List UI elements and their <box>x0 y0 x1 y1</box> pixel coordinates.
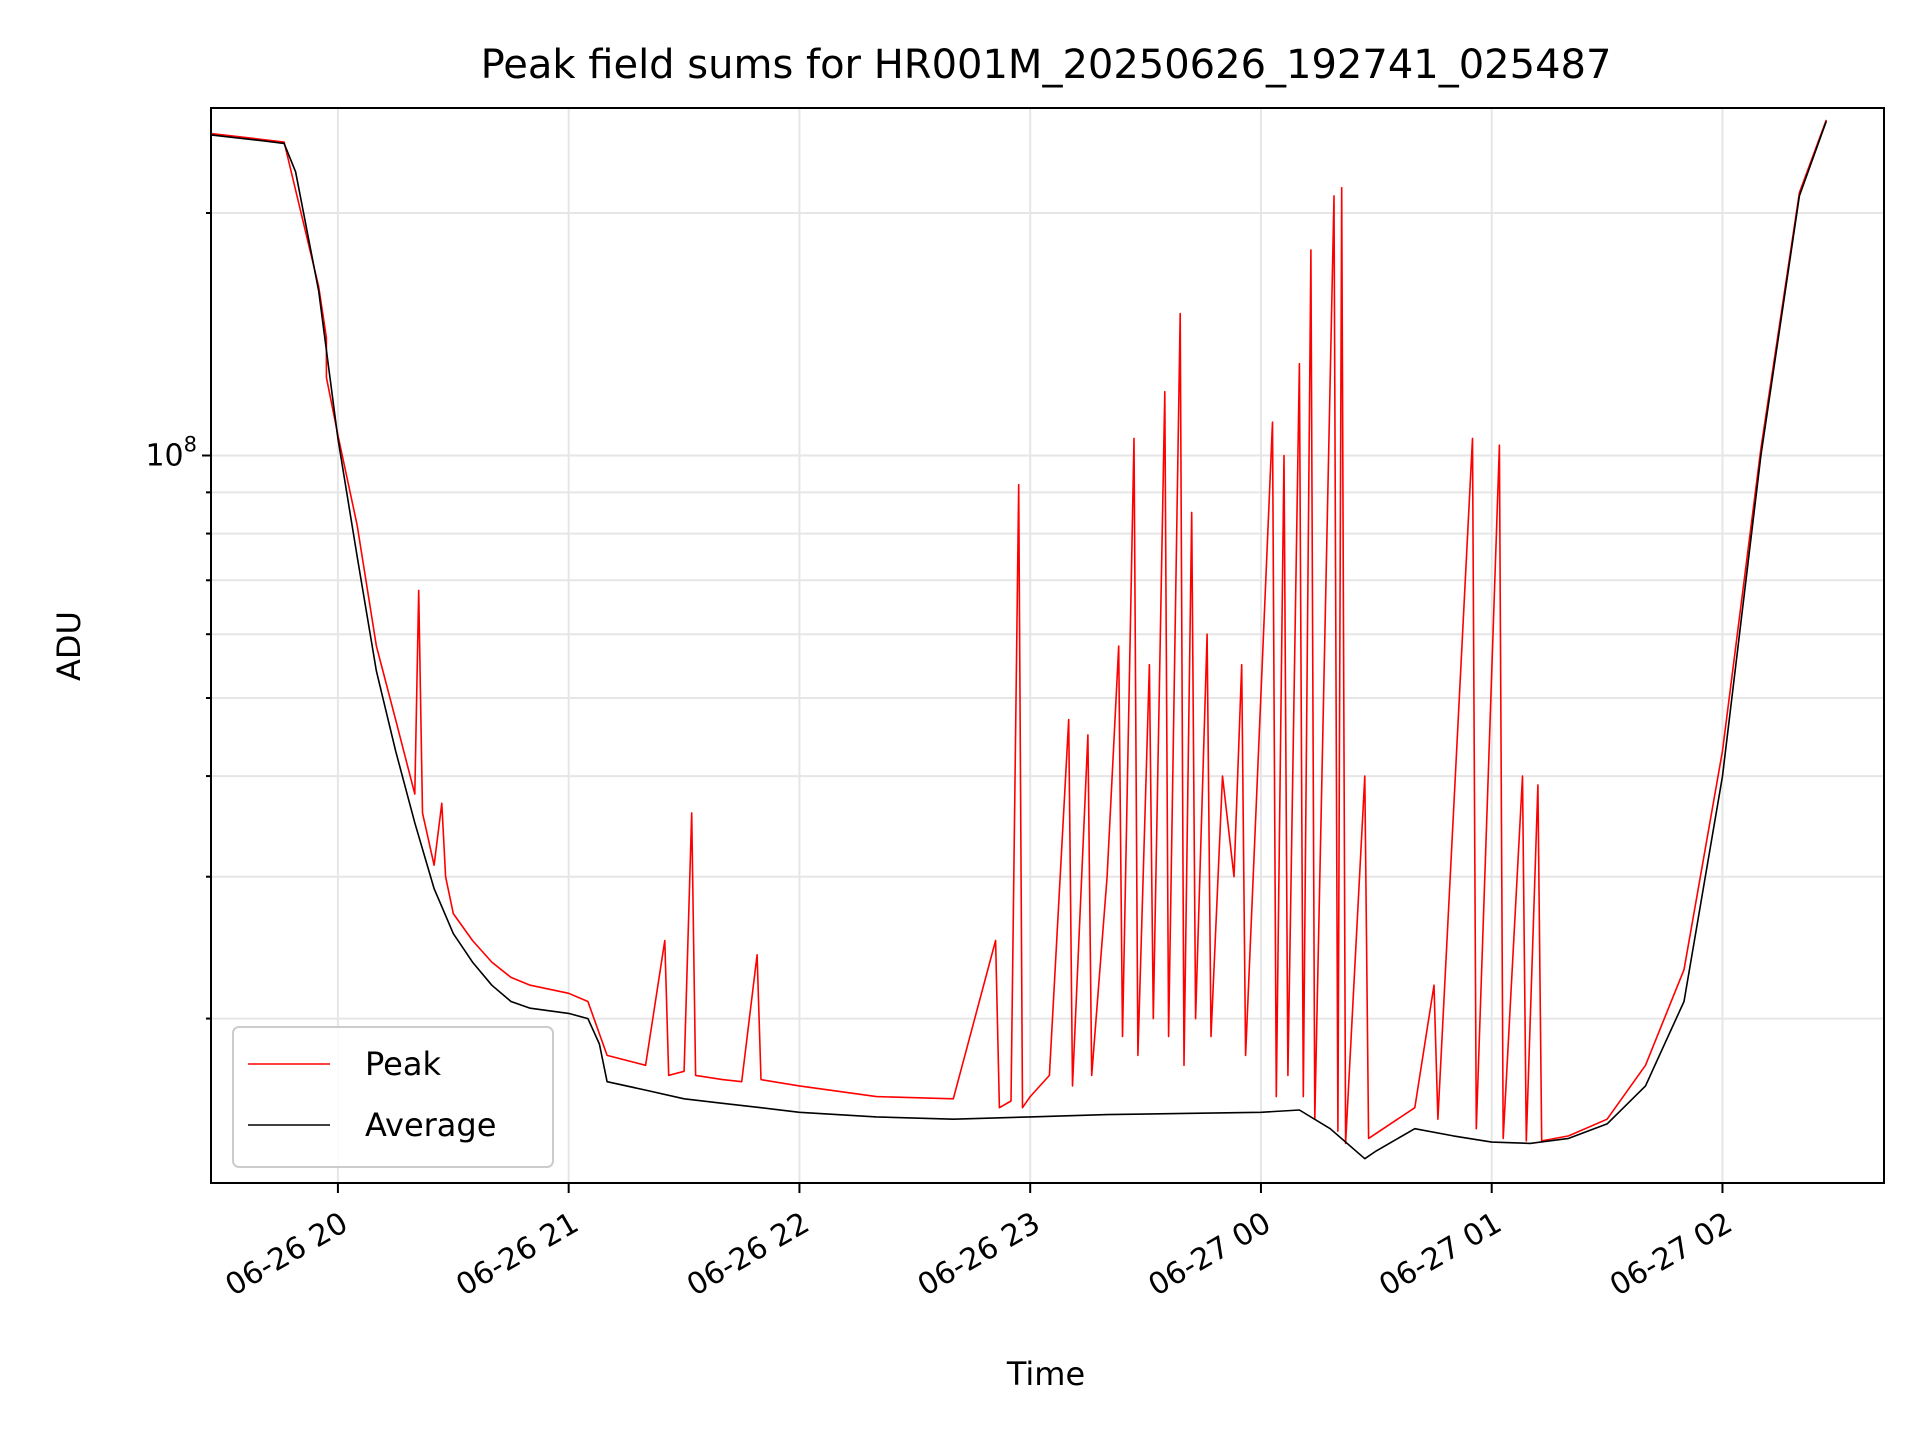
chart-title: Peak field sums for HR001M_20250626_1927… <box>481 42 1612 88</box>
x-tick-label: 06-26 23 <box>912 1206 1046 1304</box>
legend-label-average: Average <box>365 1106 496 1144</box>
x-tick-label: 06-26 20 <box>220 1206 354 1304</box>
x-tick-label: 06-27 00 <box>1143 1206 1277 1304</box>
x-tick-label: 06-26 22 <box>681 1206 815 1304</box>
grid <box>211 108 1884 1183</box>
x-axis-label: Time <box>1006 1355 1085 1393</box>
x-tick-label: 06-27 02 <box>1604 1206 1738 1304</box>
y-axis-label: ADU <box>50 611 88 681</box>
x-axis-ticks: 06-26 20 06-26 21 06-26 22 06-26 23 06-27 00… <box>220 1183 1738 1304</box>
series-layer <box>210 119 1828 1160</box>
legend: Peak Average <box>232 1026 554 1168</box>
x-tick-label: 06-27 01 <box>1373 1206 1507 1304</box>
y-axis-ticks: 108 <box>145 211 211 1020</box>
legend-label-peak: Peak <box>365 1045 441 1083</box>
series-line-peak <box>210 119 1828 1145</box>
y-tick-label: 108 <box>145 432 197 473</box>
legend-box <box>232 1026 554 1168</box>
plot-frame <box>210 107 1885 1184</box>
series-line-average <box>210 120 1828 1160</box>
x-tick-label: 06-26 21 <box>450 1206 584 1304</box>
